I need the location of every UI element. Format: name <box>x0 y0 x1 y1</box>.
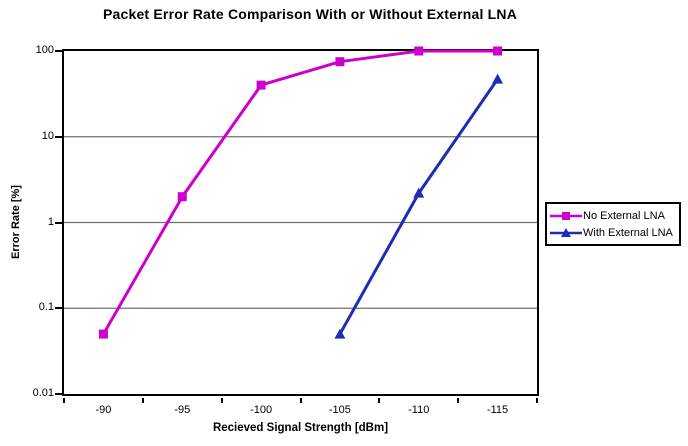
y-tick-mark <box>55 393 62 395</box>
y-tick-label: 1 <box>47 215 54 228</box>
y-tick-mark <box>55 307 62 310</box>
x-tick-label: -115 <box>486 404 509 416</box>
x-tick-mark <box>63 398 65 403</box>
x-tick-mark <box>299 398 302 403</box>
series-line-triangle <box>338 77 500 336</box>
legend-item: With External LNA <box>549 224 677 241</box>
triangle-marker <box>413 187 425 198</box>
square-marker <box>256 80 266 90</box>
series-line-square <box>101 49 500 336</box>
plot-canvas <box>64 46 537 339</box>
x-tick-label: -105 <box>328 404 351 416</box>
triangle-marker <box>334 328 346 339</box>
x-tick-mark <box>536 398 538 403</box>
y-tick-label: 100 <box>35 44 54 56</box>
x-tick-label: -90 <box>95 404 112 416</box>
x-axis-title: Recieved Signal Strength [dBm] <box>212 422 389 434</box>
y-tick-label: 10 <box>41 129 54 142</box>
y-tick-mark <box>55 221 62 224</box>
x-tick-label: -95 <box>174 404 191 416</box>
square-marker <box>493 46 503 56</box>
y-tick-mark <box>55 50 62 52</box>
y-tick-label: 0.1 <box>38 301 54 314</box>
legend-triangle-swatch-icon <box>550 227 582 237</box>
square-marker <box>335 57 345 67</box>
y-tick-mark <box>55 135 62 138</box>
legend-square-swatch-icon <box>550 211 582 220</box>
legend-label: No External LNA <box>583 209 665 222</box>
x-tick-mark <box>141 398 144 403</box>
y-tick-label: 0.01 <box>32 387 54 399</box>
square-marker <box>177 192 187 202</box>
x-tick-label: -100 <box>250 404 273 416</box>
chart-title: Packet Error Rate Comparison With or Wit… <box>102 6 518 22</box>
x-tick-mark <box>457 398 460 403</box>
legend-label: With External LNA <box>583 226 673 239</box>
legend: No External LNA With External LNA <box>545 202 681 246</box>
x-tick-mark <box>378 398 381 403</box>
x-tick-mark <box>220 398 223 403</box>
triangle-marker <box>492 73 504 84</box>
legend-item: No External LNA <box>549 207 677 224</box>
square-marker <box>414 46 424 56</box>
x-tick-label: -110 <box>408 404 430 416</box>
plot-area <box>62 46 539 396</box>
square-marker <box>98 329 108 339</box>
